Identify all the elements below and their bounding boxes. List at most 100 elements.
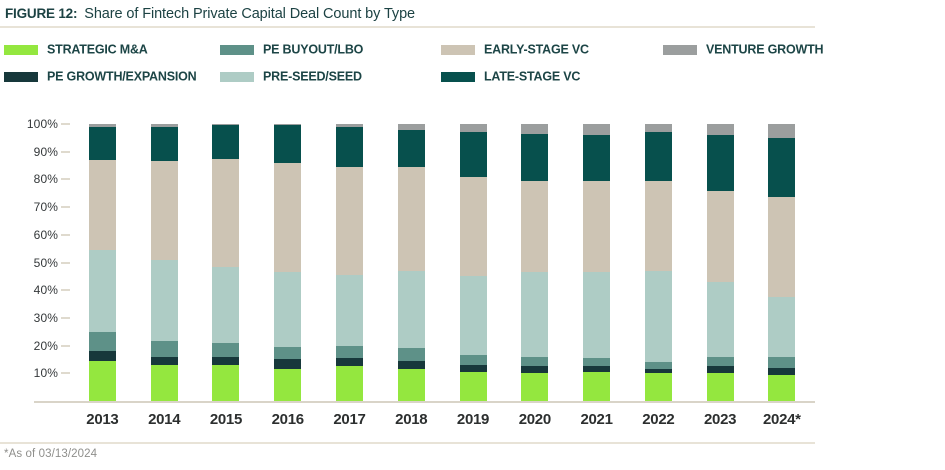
segment-venture_growth-2013 <box>88 124 116 127</box>
y-axis-tick-20 <box>61 344 70 347</box>
segment-pre_seed-2024 <box>768 297 796 357</box>
segment-pe_buyout-2022 <box>644 362 672 370</box>
legend-swatch-pe_buyout <box>220 44 254 55</box>
legend-label-venture_growth: VENTURE GROWTH <box>706 42 824 56</box>
y-axis-tick-40 <box>61 289 70 292</box>
legend-swatch-venture_growth <box>663 44 697 55</box>
segment-venture_growth-2023 <box>706 124 734 136</box>
legend-label-pre_seed: PRE-SEED/SEED <box>263 69 362 84</box>
bar-2013 <box>88 124 116 401</box>
segment-late_vc-2016 <box>274 125 302 163</box>
segment-late_vc-2023 <box>706 135 734 191</box>
y-axis-tick-80 <box>61 178 70 181</box>
segment-pe_growth-2016 <box>274 359 302 370</box>
segment-pe_buyout-2014 <box>150 341 178 357</box>
segment-strategic_ma-2019 <box>459 371 487 401</box>
segment-pe_buyout-2018 <box>397 348 425 361</box>
segment-venture_growth-2015 <box>212 124 240 126</box>
footnote-as-of-date: *As of 03/13/2024 <box>4 448 98 460</box>
footer-divider <box>0 442 815 444</box>
segment-strategic_ma-2021 <box>583 371 611 401</box>
segment-early_vc-2020 <box>521 180 549 273</box>
legend-label-early_vc: EARLY-STAGE VC <box>484 42 589 56</box>
legend-item-late_vc: LATE-STAGE VC <box>441 69 581 84</box>
segment-pe_growth-2017 <box>335 358 363 367</box>
segment-late_vc-2017 <box>335 126 363 167</box>
x-axis-label-2022: 2022 <box>642 411 675 428</box>
x-axis-baseline <box>34 401 815 403</box>
segment-venture_growth-2024 <box>768 124 796 138</box>
segment-venture_growth-2018 <box>397 124 425 130</box>
segment-early_vc-2015 <box>212 158 240 267</box>
segment-pe_growth-2015 <box>212 356 240 365</box>
segment-pre_seed-2013 <box>88 250 116 332</box>
segment-venture_growth-2022 <box>644 124 672 133</box>
segment-late_vc-2014 <box>150 126 178 162</box>
y-axis-label-90: 90% <box>33 144 58 159</box>
y-axis-label-20: 20% <box>33 338 58 353</box>
segment-strategic_ma-2023 <box>706 373 734 401</box>
segment-late_vc-2020 <box>521 133 549 181</box>
segment-strategic_ma-2018 <box>397 369 425 401</box>
y-axis-label-40: 40% <box>33 283 58 298</box>
segment-venture_growth-2019 <box>459 124 487 133</box>
segment-late_vc-2019 <box>459 132 487 177</box>
segment-pe_growth-2024 <box>768 367 796 375</box>
bar-2020 <box>521 124 549 401</box>
segment-pe_buyout-2016 <box>274 347 302 360</box>
segment-early_vc-2018 <box>397 166 425 271</box>
legend-item-pe_buyout: PE BUYOUT/LBO <box>220 42 364 56</box>
title-divider <box>0 26 815 28</box>
segment-pre_seed-2019 <box>459 276 487 356</box>
segment-late_vc-2024 <box>768 137 796 198</box>
y-axis-tick-60 <box>61 233 70 236</box>
legend-label-strategic_ma: STRATEGIC M&A <box>47 42 148 56</box>
segment-pe_buyout-2020 <box>521 356 549 367</box>
segment-early_vc-2013 <box>88 160 116 251</box>
x-axis-label-2020: 2020 <box>518 411 551 428</box>
segment-early_vc-2023 <box>706 190 734 282</box>
y-axis-tick-100 <box>61 123 70 125</box>
bar-2019 <box>459 124 487 401</box>
y-axis-tick-70 <box>61 206 70 209</box>
y-axis-label-70: 70% <box>33 200 58 215</box>
segment-strategic_ma-2022 <box>644 373 672 401</box>
figure-number-label: FIGURE 12: <box>5 6 78 21</box>
bar-2024 <box>768 124 796 401</box>
legend-swatch-early_vc <box>441 44 475 55</box>
segment-venture_growth-2017 <box>335 124 363 127</box>
legend-item-strategic_ma: STRATEGIC M&A <box>4 42 148 56</box>
segment-pre_seed-2016 <box>274 272 302 348</box>
y-axis-label-60: 60% <box>33 227 58 242</box>
segment-pe_growth-2014 <box>150 356 178 365</box>
segment-strategic_ma-2015 <box>212 365 240 401</box>
figure-title-text: Share of Fintech Private Capital Deal Co… <box>84 6 415 22</box>
legend-label-pe_buyout: PE BUYOUT/LBO <box>263 42 364 56</box>
segment-pre_seed-2022 <box>644 270 672 363</box>
x-axis-label-2015: 2015 <box>209 411 243 428</box>
segment-pre_seed-2015 <box>212 266 240 343</box>
x-axis-label-2018: 2018 <box>395 411 428 428</box>
segment-pe_buyout-2017 <box>335 345 363 359</box>
y-axis-label-50: 50% <box>33 255 58 270</box>
legend-item-pe_growth: PE GROWTH/EXPANSION <box>4 69 197 84</box>
legend-item-pre_seed: PRE-SEED/SEED <box>220 69 362 84</box>
segment-early_vc-2016 <box>274 162 302 273</box>
segment-pe_growth-2020 <box>521 366 549 374</box>
legend-swatch-strategic_ma <box>4 44 38 55</box>
legend-item-early_vc: EARLY-STAGE VC <box>441 42 589 56</box>
segment-early_vc-2014 <box>150 161 178 260</box>
segment-pe_buyout-2015 <box>212 342 240 357</box>
segment-late_vc-2013 <box>88 126 116 161</box>
segment-pre_seed-2017 <box>335 275 363 346</box>
segment-strategic_ma-2016 <box>274 369 302 401</box>
segment-strategic_ma-2013 <box>88 360 116 401</box>
segment-pre_seed-2021 <box>583 272 611 359</box>
bar-2018 <box>397 124 425 401</box>
segment-early_vc-2019 <box>459 176 487 277</box>
segment-pe_growth-2021 <box>583 366 611 372</box>
legend-label-pe_growth: PE GROWTH/EXPANSION <box>47 69 197 84</box>
legend-swatch-late_vc <box>441 72 475 82</box>
segment-late_vc-2021 <box>583 135 611 181</box>
legend-label-late_vc: LATE-STAGE VC <box>484 69 581 84</box>
